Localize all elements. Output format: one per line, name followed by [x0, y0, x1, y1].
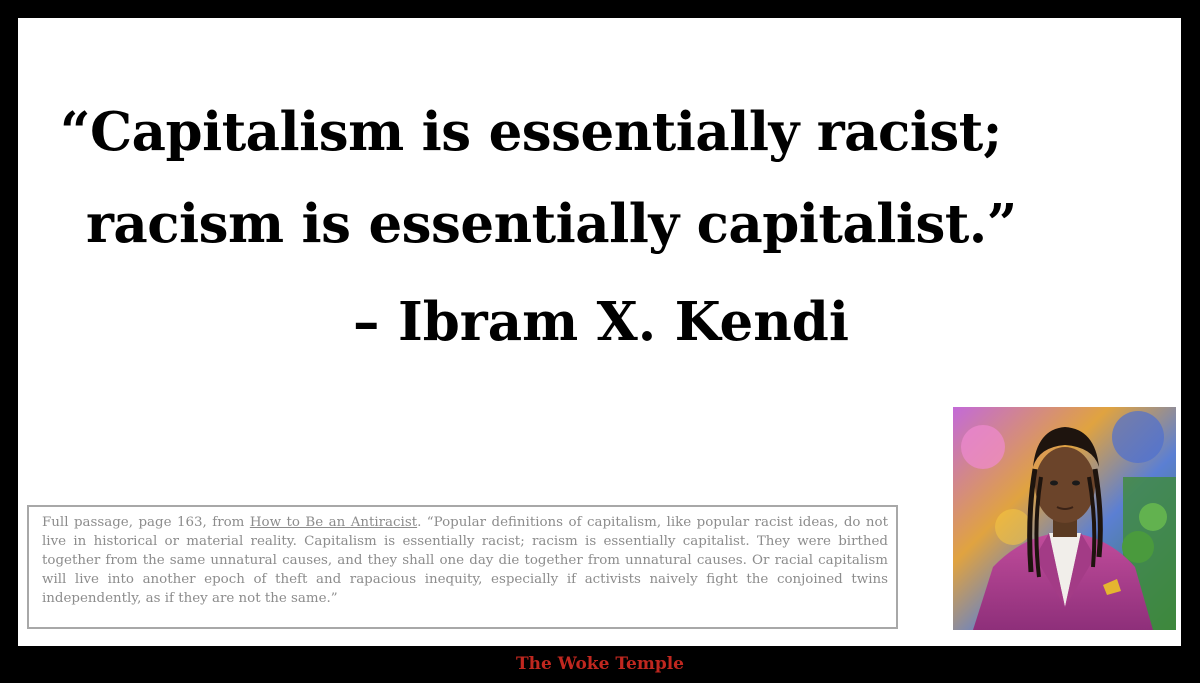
quote-line-1: “Capitalism is essentially racist;: [60, 101, 1002, 163]
author-photo: [953, 407, 1176, 630]
footer-brand: The Woke Temple: [516, 654, 684, 674]
passage-text: . “Popular definitions of capitalism, li…: [42, 515, 888, 606]
book-title: How to Be an Antiracist: [249, 515, 418, 530]
passage-prefix: Full passage, page 163, from: [42, 515, 250, 530]
quote-line-2: racism is essentially capitalist.”: [86, 193, 1017, 255]
quote-text: “Capitalism is essentially racist; racis…: [60, 86, 1160, 270]
quote-card: “Capitalism is essentially racist; racis…: [18, 18, 1181, 646]
quote-attribution: – Ibram X. Kendi: [353, 291, 849, 353]
full-passage-box: Full passage, page 163, from How to Be a…: [27, 505, 898, 629]
